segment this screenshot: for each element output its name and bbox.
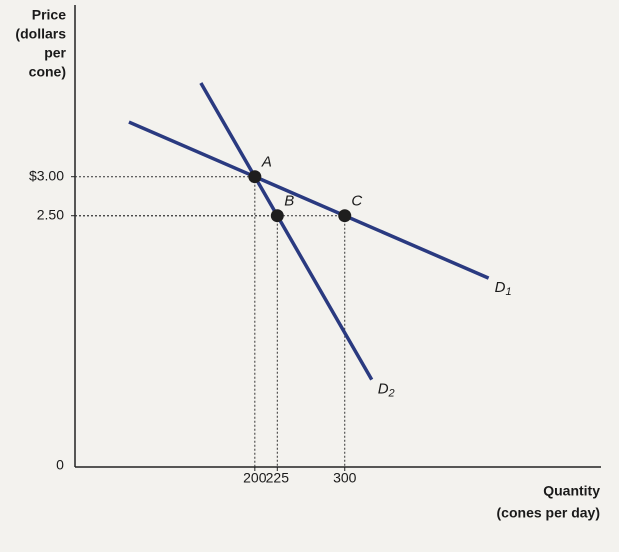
line-subscript: 1 — [505, 286, 511, 298]
line-label: D2 — [378, 381, 395, 400]
x-title-line: (cones per day) — [497, 505, 600, 521]
x-tick-label: 300 — [333, 470, 357, 486]
point-label: A — [261, 154, 272, 171]
line-subscript: 2 — [388, 388, 395, 400]
line-name: D — [495, 279, 506, 296]
y-tick-label: 2.50 — [37, 206, 64, 222]
y-axis-title: Price (dollars per cone) — [15, 7, 66, 80]
y-tick-label: $3.00 — [29, 167, 64, 183]
y-title-line: cone) — [29, 64, 66, 80]
demand-line — [128, 120, 490, 280]
y-title-line: per — [44, 45, 66, 61]
y-title-line: Price — [32, 7, 66, 23]
x-axis-title: Quantity (cones per day) — [497, 483, 601, 521]
y-title-line: (dollars — [15, 26, 66, 42]
point — [338, 209, 352, 223]
x-title-line: Quantity — [543, 483, 600, 499]
point-label: C — [351, 193, 362, 210]
line-label: D1 — [495, 279, 512, 298]
point — [248, 170, 262, 184]
point — [270, 209, 284, 223]
line-name: D — [378, 381, 389, 398]
demand-line — [199, 82, 374, 381]
point-label: B — [284, 193, 294, 210]
x-tick-label: 225 — [266, 470, 290, 486]
x-tick-label: 200 — [243, 470, 267, 486]
origin-label: 0 — [56, 457, 64, 473]
